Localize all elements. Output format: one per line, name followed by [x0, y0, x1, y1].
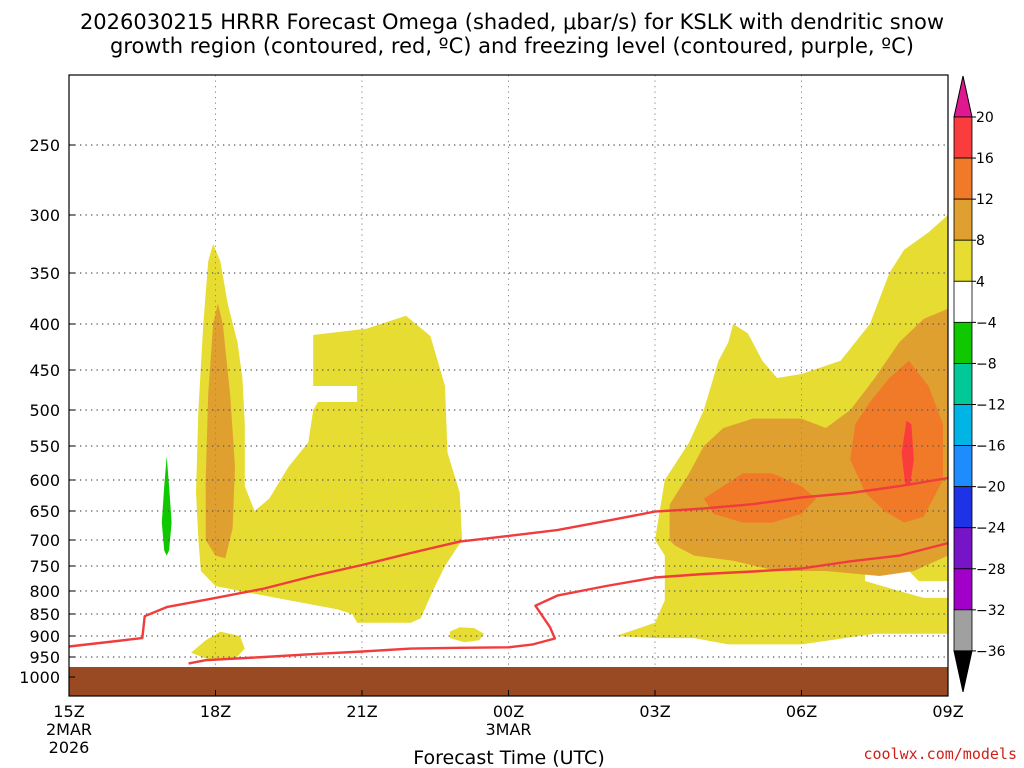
y-tick-label-550: 550 — [29, 437, 60, 456]
omega-region-9 — [161, 456, 172, 556]
chart-title-line-1: 2026030215 HRRR Forecast Omega (shaded, … — [80, 10, 944, 34]
colorbar-label-10: −24 — [976, 521, 1006, 537]
omega-region-0 — [191, 631, 245, 661]
dgz-contour-layer — [68, 476, 949, 665]
colorbar-label-2: 12 — [976, 192, 994, 208]
colorbar-label-13: −36 — [976, 644, 1006, 660]
x-tick-label-21Z: 21Z — [346, 702, 377, 721]
y-tick-label-900: 900 — [29, 627, 60, 646]
colorbar-label-12: −32 — [976, 603, 1006, 619]
dgz-contour-0 — [68, 476, 949, 648]
colorbar-box-8 — [953, 445, 973, 488]
omega-shading-layer — [161, 215, 948, 661]
y-tick-label-1000: 1000 — [19, 668, 60, 687]
y-tick-label-800: 800 — [29, 582, 60, 601]
omega-region-4 — [205, 303, 235, 559]
y-tick-label-400: 400 — [29, 315, 60, 334]
colorbar-label-1: 16 — [976, 151, 994, 167]
colorbar-box-1 — [953, 157, 973, 200]
colorbar-label-0: 20 — [976, 110, 994, 126]
y-axis: 250 300 350 400 450 500 550 600 650 700 750 800 850 9… — [19, 136, 75, 687]
y-tick-label-450: 450 — [29, 361, 60, 380]
colorbar-box-10 — [953, 527, 973, 570]
colorbar-label-7: −12 — [976, 397, 1006, 413]
x-tick-label-09Z: 09Z — [932, 702, 963, 721]
y-tick-label-300: 300 — [29, 206, 60, 225]
y-tick-label-250: 250 — [29, 136, 60, 155]
colorbar-top-arrow — [953, 75, 973, 118]
x-axis-label: Forecast Time (UTC) — [413, 747, 604, 768]
y-tick-label-950: 950 — [29, 648, 60, 667]
chart-title-line-2: growth region (contoured, red, ºC) and f… — [110, 34, 914, 58]
grid-layer — [69, 75, 948, 667]
x-tick-year-15Z: 2026 — [49, 738, 90, 757]
colorbar-box-6 — [953, 363, 973, 405]
omega-region-6 — [703, 473, 817, 523]
colorbar-label-6: −8 — [976, 356, 997, 372]
x-tick-label-03Z: 03Z — [639, 702, 670, 721]
colorbar: 20 16 12 8 4 −4 −8 −12 −16 −20 −24 −28 −32 −36 — [953, 75, 1006, 693]
x-tick-label-06Z: 06Z — [786, 702, 817, 721]
x-tick-label-15Z: 15Z — [53, 702, 84, 721]
y-tick-label-600: 600 — [29, 471, 60, 490]
colorbar-box-12 — [953, 609, 973, 652]
colorbar-label-3: 8 — [976, 233, 985, 249]
x-tick-date-00Z: 3MAR — [485, 720, 531, 739]
colorbar-box-7 — [953, 404, 973, 446]
x-tick-label-00Z: 00Z — [493, 702, 524, 721]
y-tick-label-700: 700 — [29, 531, 60, 550]
colorbar-label-4: 4 — [976, 274, 985, 290]
colorbar-box-5 — [953, 321, 973, 364]
dgz-contour-1 — [188, 541, 949, 665]
y-tick-label-650: 650 — [29, 502, 60, 521]
colorbar-box-3 — [953, 239, 973, 282]
colorbar-box-4 — [953, 280, 973, 323]
x-tick-date-15Z: 2MAR — [46, 720, 92, 739]
colorbar-box-2 — [953, 198, 973, 241]
colorbar-label-9: −20 — [976, 480, 1006, 496]
colorbar-label-11: −28 — [976, 562, 1006, 578]
y-tick-label-500: 500 — [29, 401, 60, 420]
y-tick-label-850: 850 — [29, 605, 60, 624]
y-tick-label-350: 350 — [29, 264, 60, 283]
omega-region-1 — [196, 244, 463, 623]
colorbar-box-11 — [953, 568, 973, 611]
credit-text: coolwx.com/models — [863, 745, 1017, 763]
colorbar-box-0 — [953, 116, 973, 159]
colorbar-label-8: −16 — [976, 439, 1006, 455]
omega-region-8 — [901, 420, 914, 487]
omega-region-2 — [449, 627, 485, 643]
colorbar-label-5: −4 — [976, 315, 997, 331]
y-tick-label-750: 750 — [29, 557, 60, 576]
x-tick-label-18Z: 18Z — [200, 702, 231, 721]
colorbar-box-9 — [953, 486, 973, 529]
colorbar-bottom-arrow — [953, 650, 973, 693]
